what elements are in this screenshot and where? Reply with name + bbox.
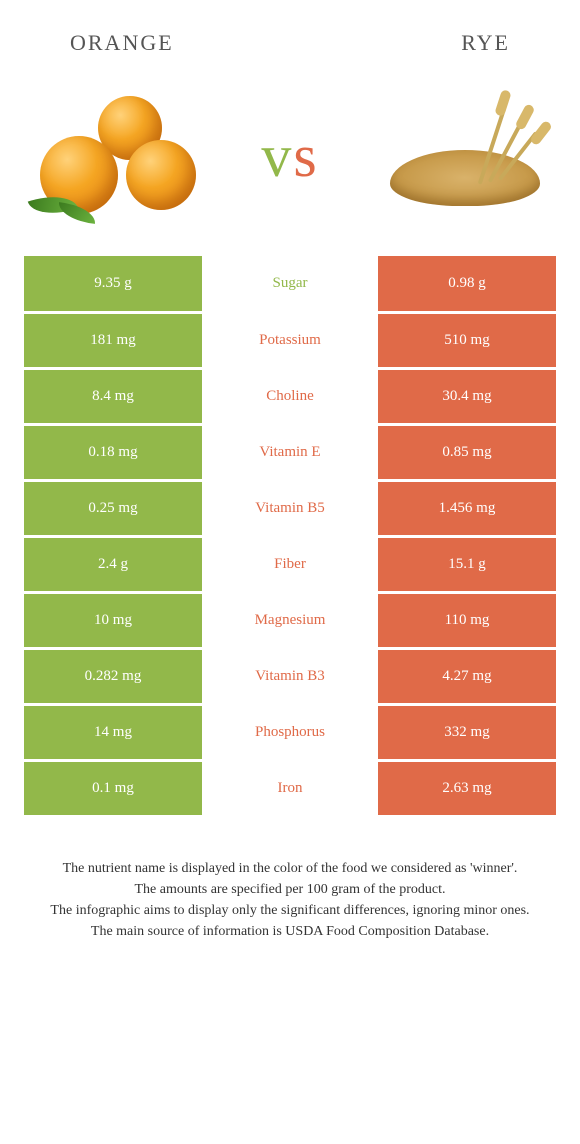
right-value: 0.98 g: [378, 256, 556, 312]
footer-line: The main source of information is USDA F…: [30, 921, 550, 942]
nutrient-label: Vitamin E: [202, 424, 378, 480]
table-row: 14 mgPhosphorus332 mg: [24, 704, 556, 760]
nutrient-label: Vitamin B3: [202, 648, 378, 704]
table-row: 10 mgMagnesium110 mg: [24, 592, 556, 648]
left-value: 0.282 mg: [24, 648, 202, 704]
orange-image: [30, 86, 200, 226]
header-right: Rye: [461, 30, 510, 56]
vs-label: vs: [261, 122, 318, 191]
right-value: 110 mg: [378, 592, 556, 648]
right-value: 15.1 g: [378, 536, 556, 592]
nutrient-label: Iron: [202, 760, 378, 816]
nutrient-label: Phosphorus: [202, 704, 378, 760]
left-value: 0.18 mg: [24, 424, 202, 480]
left-value: 181 mg: [24, 312, 202, 368]
nutrient-label: Magnesium: [202, 592, 378, 648]
left-value: 2.4 g: [24, 536, 202, 592]
table-row: 181 mgPotassium510 mg: [24, 312, 556, 368]
header-left: Orange: [70, 30, 174, 56]
table-row: 0.25 mgVitamin B51.456 mg: [24, 480, 556, 536]
footer-notes: The nutrient name is displayed in the co…: [0, 858, 580, 942]
right-value: 0.85 mg: [378, 424, 556, 480]
right-value: 4.27 mg: [378, 648, 556, 704]
nutrient-label: Vitamin B5: [202, 480, 378, 536]
nutrient-label: Potassium: [202, 312, 378, 368]
left-value: 9.35 g: [24, 256, 202, 312]
right-value: 2.63 mg: [378, 760, 556, 816]
right-value: 332 mg: [378, 704, 556, 760]
table-row: 9.35 gSugar0.98 g: [24, 256, 556, 312]
table-row: 0.18 mgVitamin E0.85 mg: [24, 424, 556, 480]
header: Orange Rye: [0, 0, 580, 66]
left-value: 10 mg: [24, 592, 202, 648]
right-value: 510 mg: [378, 312, 556, 368]
vs-s: s: [293, 123, 318, 189]
footer-line: The amounts are specified per 100 gram o…: [30, 879, 550, 900]
left-value: 14 mg: [24, 704, 202, 760]
left-value: 0.1 mg: [24, 760, 202, 816]
vs-v: v: [261, 123, 293, 189]
footer-line: The infographic aims to display only the…: [30, 900, 550, 921]
nutrient-label: Fiber: [202, 536, 378, 592]
right-value: 1.456 mg: [378, 480, 556, 536]
footer-line: The nutrient name is displayed in the co…: [30, 858, 550, 879]
table-row: 2.4 gFiber15.1 g: [24, 536, 556, 592]
hero-row: vs: [0, 66, 580, 256]
nutrient-label: Choline: [202, 368, 378, 424]
rye-image: [380, 86, 550, 226]
table-row: 0.282 mgVitamin B34.27 mg: [24, 648, 556, 704]
nutrient-label: Sugar: [202, 256, 378, 312]
left-value: 0.25 mg: [24, 480, 202, 536]
right-value: 30.4 mg: [378, 368, 556, 424]
comparison-table: 9.35 gSugar0.98 g181 mgPotassium510 mg8.…: [24, 256, 556, 818]
left-value: 8.4 mg: [24, 368, 202, 424]
table-row: 8.4 mgCholine30.4 mg: [24, 368, 556, 424]
table-row: 0.1 mgIron2.63 mg: [24, 760, 556, 816]
